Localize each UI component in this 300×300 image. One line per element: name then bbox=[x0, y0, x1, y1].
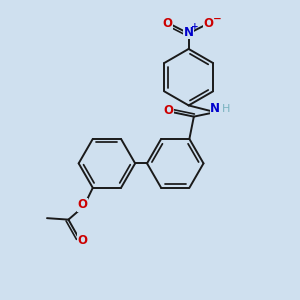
Text: O: O bbox=[164, 104, 174, 117]
Text: N: N bbox=[210, 102, 220, 115]
Text: O: O bbox=[163, 17, 173, 30]
Text: N: N bbox=[184, 26, 194, 38]
Text: +: + bbox=[191, 22, 199, 32]
Text: H: H bbox=[222, 103, 231, 114]
Text: −: − bbox=[213, 14, 222, 24]
Text: O: O bbox=[204, 17, 214, 30]
Text: O: O bbox=[77, 198, 87, 211]
Text: O: O bbox=[77, 234, 87, 247]
